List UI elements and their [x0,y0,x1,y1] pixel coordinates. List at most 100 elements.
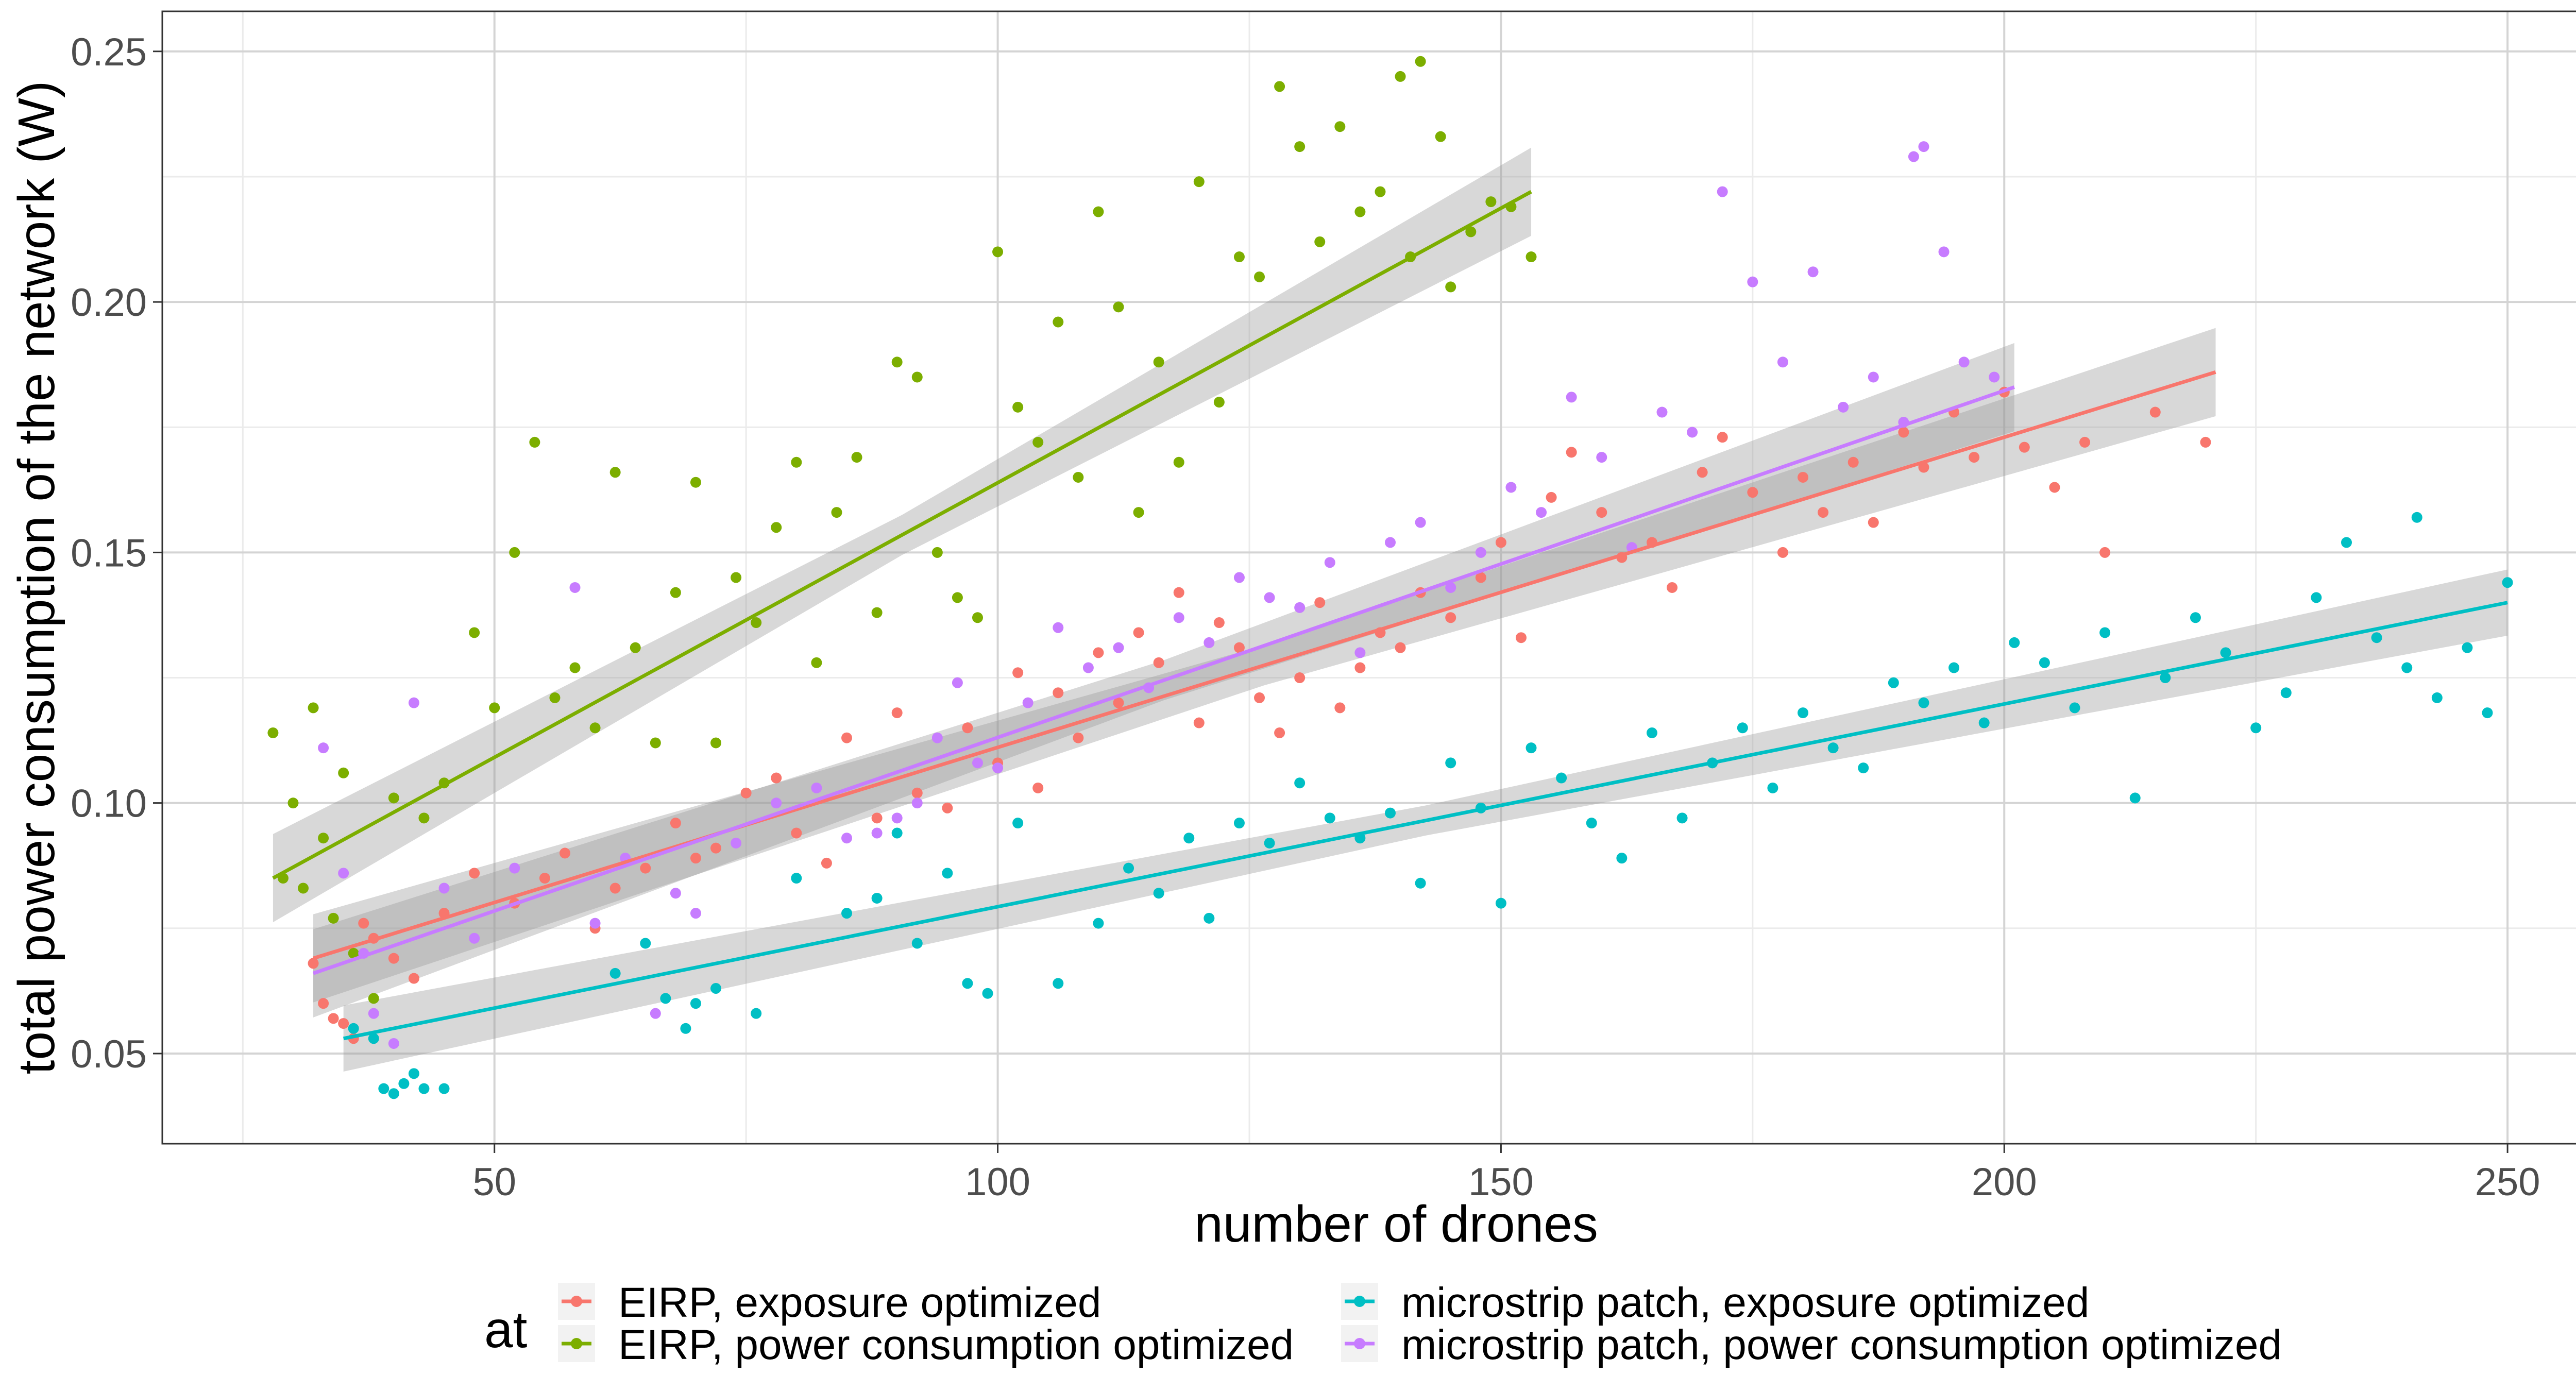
data-point [1173,587,1184,598]
data-point [2371,632,2382,643]
data-point [1032,782,1044,793]
plot-panel [162,11,2576,1144]
data-point [388,953,399,964]
data-point [1334,702,1346,714]
x-tick-label: 200 [1972,1160,2037,1204]
data-point [1073,471,1084,483]
data-point [1032,436,1044,448]
panel-border [161,10,2576,1145]
data-point [509,547,520,558]
data-point [438,883,450,894]
legend-key-dot [571,1296,582,1307]
data-point [1274,81,1285,92]
data-point [1274,727,1285,738]
data-point [791,827,802,839]
fit-lines [272,190,2508,1041]
data-point [1958,357,1970,368]
data-point [509,862,520,874]
legend-label: EIRP, power consumption optimized [618,1321,1294,1368]
x-tick-label: 50 [472,1160,516,1204]
data-point [318,833,329,844]
data-point [1526,251,1537,263]
data-point [569,582,581,593]
data-point [308,958,319,969]
y-tick-label: 0.10 [71,782,147,826]
data-point [2149,406,2161,418]
data-point [1415,56,1426,67]
data-point [2462,642,2473,653]
data-point [1898,427,1909,438]
data-point [670,888,681,899]
data-point [1667,582,1678,593]
data-point [911,798,923,809]
data-point [791,873,802,884]
data-point [1334,121,1346,132]
data-point [1978,717,1990,728]
data-point [1133,627,1144,638]
data-point [660,993,671,1004]
data-point [1938,246,1950,258]
data-point [851,452,862,463]
data-point [650,1008,661,1019]
legend-key-dot [1354,1296,1365,1307]
data-point [1354,647,1366,658]
data-point [891,357,903,368]
data-point [348,1023,359,1034]
data-point [529,436,540,448]
data-point [690,853,701,864]
data-point [931,547,943,558]
data-point [731,572,742,583]
data-point [398,1078,410,1089]
legend-item-eirp-power: EIRP, power consumption optimized [558,1321,1294,1368]
data-point [1908,151,1919,162]
data-point [1395,642,1406,653]
data-point [1505,482,1517,493]
data-point [609,467,621,478]
data-point [1717,186,1728,197]
legend-label: microstrip patch, power consumption opti… [1401,1321,2282,1368]
data-point [1858,762,1869,774]
data-point [418,1083,430,1094]
data-point [1233,818,1245,829]
data-point [1526,742,1537,754]
data-point [1445,757,1456,769]
data-point [1133,507,1144,518]
y-tick-label: 0.15 [71,531,147,575]
data-point [1354,206,1366,217]
data-point [811,657,822,668]
y-tick-label: 0.25 [71,30,147,74]
data-point [2341,537,2352,548]
data-point [298,883,309,894]
data-point [670,587,681,598]
data-point [1515,632,1527,643]
data-point [328,912,339,924]
data-point [1556,772,1567,784]
data-point [2019,442,2030,453]
x-axis-ticks: 50 100 150 200 250 [472,1144,2540,1204]
data-point [408,697,419,708]
data-point [710,737,722,749]
data-point [1546,491,1557,503]
data-point [831,507,842,518]
data-point [1193,176,1205,188]
data-point [378,1083,389,1094]
x-tick-label: 100 [965,1160,1030,1204]
data-point [1737,722,1748,734]
data-point [771,522,782,533]
data-point [1053,687,1064,699]
data-point [2250,722,2262,734]
data-point [740,787,752,799]
data-point [1113,697,1124,708]
data-point [1012,667,1024,678]
data-point [972,757,983,769]
legend-key-dot [571,1338,582,1349]
data-point [2311,592,2322,603]
data-point [2099,547,2111,558]
legend-title: at [484,1301,528,1359]
legend: at EIRP, exposure optimized EIRP, power … [484,1279,2282,1368]
data-point [871,892,883,904]
data-point [1264,592,1275,603]
data-point [2129,792,2141,804]
data-point [469,627,480,638]
data-point [1445,582,1456,593]
